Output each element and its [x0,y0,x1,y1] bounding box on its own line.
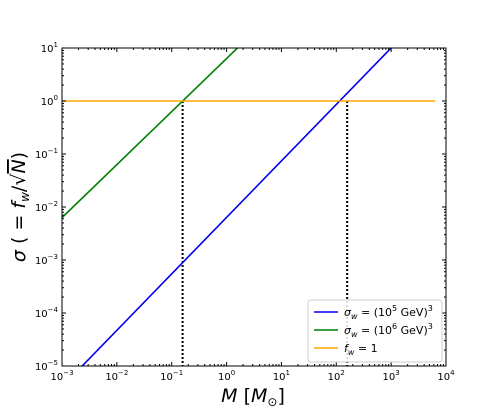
y-tick-label: 10−3 [35,253,58,267]
legend-label-1: σw = (105 GeV)3 [344,304,433,321]
legend-box [307,299,443,363]
x-axis-label: M [M⊙] [221,385,285,409]
y-tick-label: 10−1 [35,147,58,161]
x-tick-label: 100 [218,369,235,383]
legend-label-2: σw = (106 GeV)3 [344,322,433,339]
y-tick-label: 10−5 [35,359,58,373]
x-tick-label: 103 [383,369,400,383]
series-line-1 [81,48,392,366]
x-tick-label: 104 [437,369,455,383]
y-tick-label: 10−4 [35,306,59,320]
axes: 10−3 10−2 10−1 100 101 102 103 104 10−5 10−4 10−3 1… [35,41,455,383]
x-tick-label: 101 [273,369,290,383]
series-line-2 [62,48,239,219]
x-tick-label: 10−3 [50,369,73,383]
x-tick-label: 10−1 [160,369,183,383]
y-tick-label: 10−2 [35,200,58,214]
x-tick-label: 10−2 [105,369,128,383]
legend-label-3: fw = 1 [344,342,378,357]
x-tick-label: 102 [328,369,345,383]
y-tick-label: 100 [41,94,58,108]
y-axis-label: σ ( = fw/√N) [8,152,32,262]
y-tick-label: 101 [41,41,58,55]
legend: σw = (105 GeV)3σw = (106 GeV)3 fw = 1 [307,299,443,363]
